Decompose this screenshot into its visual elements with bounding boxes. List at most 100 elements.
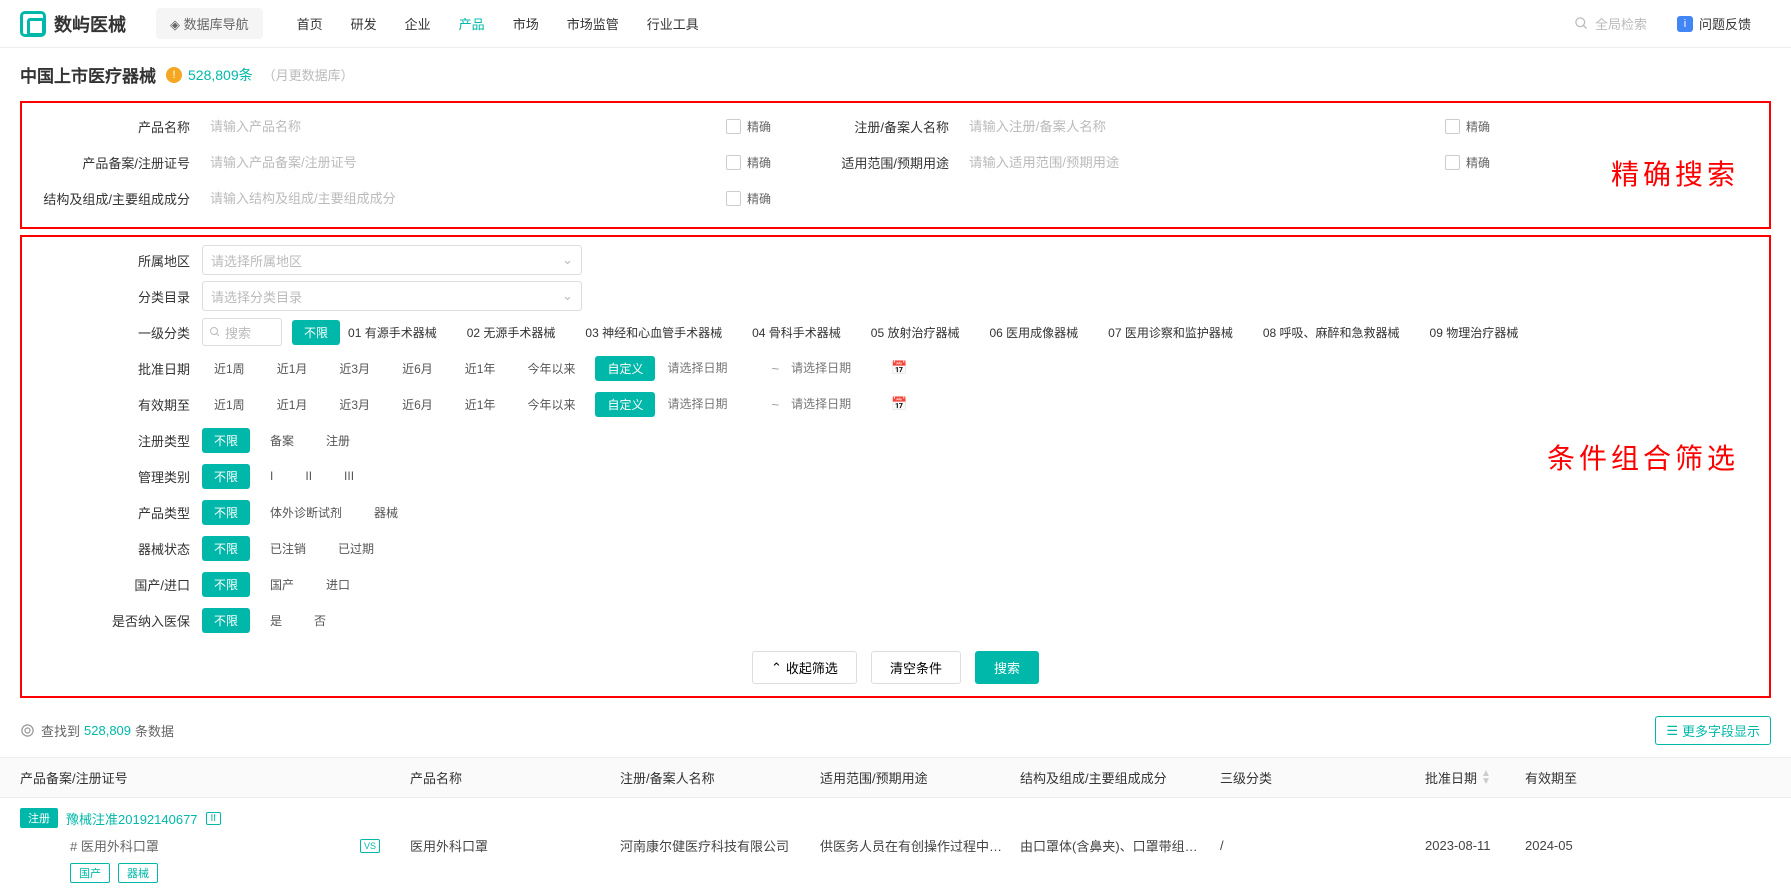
reg-no-link[interactable]: 豫械注准20192140677 (66, 809, 198, 828)
cat-09[interactable]: 09 物理治疗器械 (1430, 324, 1519, 341)
tag-unlimited[interactable]: 不限 (292, 320, 340, 345)
regtype-reg[interactable]: 注册 (314, 428, 362, 453)
logo[interactable]: 数屿医械 (20, 11, 126, 37)
nav-product[interactable]: 产品 (459, 14, 485, 33)
mgmt-2[interactable]: II (293, 465, 324, 487)
prodtype-unlimited[interactable]: 不限 (202, 500, 250, 525)
preset-1m[interactable]: 近1月 (265, 356, 320, 381)
preset2-6m[interactable]: 近6月 (390, 392, 445, 417)
level1-search[interactable]: 搜索 (202, 318, 282, 346)
select-catalog[interactable]: 请选择分类目录 ⌄ (202, 281, 582, 311)
db-nav-button[interactable]: ◈ 数据库导航 (156, 8, 263, 39)
regtype-filing[interactable]: 备案 (258, 428, 306, 453)
page-title: 中国上市医疗器械 (20, 62, 156, 87)
exact-search-section: 精确搜索 产品名称 精确 注册/备案人名称 精确 产品备案/注册证号 精确 适用… (20, 101, 1771, 229)
input-reg-no[interactable] (202, 148, 722, 176)
select-region[interactable]: 请选择所属地区 ⌄ (202, 245, 582, 275)
preset-1w[interactable]: 近1周 (202, 356, 257, 381)
date2-to[interactable] (787, 391, 887, 417)
label-product-name: 产品名称 (32, 117, 202, 136)
regtype-unlimited[interactable]: 不限 (202, 428, 250, 453)
checkbox-exact-2[interactable] (726, 155, 741, 170)
info-icon: i (1677, 16, 1693, 32)
status-cancelled[interactable]: 已注销 (258, 536, 318, 561)
input-structure[interactable] (202, 184, 722, 212)
date-to[interactable] (787, 355, 887, 381)
cat-06[interactable]: 06 医用成像器械 (989, 324, 1078, 341)
status-expired[interactable]: 已过期 (326, 536, 386, 561)
more-fields-button[interactable]: ☰ 更多字段显示 (1655, 716, 1771, 745)
origin-import[interactable]: 进口 (314, 572, 362, 597)
preset2-3m[interactable]: 近3月 (327, 392, 382, 417)
nav-supervision[interactable]: 市场监管 (567, 14, 619, 33)
preset-ytd[interactable]: 今年以来 (515, 356, 587, 381)
preset2-custom[interactable]: 自定义 (595, 392, 655, 417)
search-button[interactable]: 搜索 (975, 651, 1039, 684)
nav-rd[interactable]: 研发 (351, 14, 377, 33)
col-level3[interactable]: 三级分类 (1220, 768, 1425, 787)
calendar-icon[interactable]: 📅 (891, 396, 907, 412)
global-search[interactable]: 全局检索 (1574, 14, 1647, 33)
clear-button[interactable]: 清空条件 (871, 651, 961, 684)
preset2-1w[interactable]: 近1周 (202, 392, 257, 417)
preset-1y[interactable]: 近1年 (453, 356, 508, 381)
col-registrant[interactable]: 注册/备案人名称 (620, 768, 820, 787)
results-suffix: 条数据 (135, 721, 174, 740)
label-mgmt-class: 管理类别 (32, 467, 202, 486)
col-product-name[interactable]: 产品名称 (410, 768, 620, 787)
checkbox-exact-3[interactable] (726, 191, 741, 206)
calendar-icon[interactable]: 📅 (891, 360, 907, 376)
cat-04[interactable]: 04 骨科手术器械 (752, 324, 841, 341)
cell-approval-date: 2023-08-11 (1425, 838, 1525, 853)
nav-home[interactable]: 首页 (297, 14, 323, 33)
col-scope[interactable]: 适用范围/预期用途 (820, 768, 1020, 787)
cat-05[interactable]: 05 放射治疗器械 (871, 324, 960, 341)
ins-yes[interactable]: 是 (258, 608, 294, 633)
pause-icon[interactable]: II (206, 812, 222, 825)
cat-07[interactable]: 07 医用诊察和监护器械 (1108, 324, 1233, 341)
nav-tools[interactable]: 行业工具 (647, 14, 699, 33)
status-unlimited[interactable]: 不限 (202, 536, 250, 561)
nav-company[interactable]: 企业 (405, 14, 431, 33)
preset-custom[interactable]: 自定义 (595, 356, 655, 381)
preset2-1y[interactable]: 近1年 (453, 392, 508, 417)
cat-01[interactable]: 01 有源手术器械 (348, 324, 437, 341)
mgmt-unlimited[interactable]: 不限 (202, 464, 250, 489)
date2-from[interactable] (663, 391, 763, 417)
preset-3m[interactable]: 近3月 (327, 356, 382, 381)
mgmt-1[interactable]: I (258, 465, 285, 487)
input-registrant[interactable] (961, 112, 1441, 140)
cat-08[interactable]: 08 呼吸、麻醉和急救器械 (1263, 324, 1400, 341)
mgmt-3[interactable]: III (332, 465, 366, 487)
ins-unlimited[interactable]: 不限 (202, 608, 250, 633)
cat-02[interactable]: 02 无源手术器械 (467, 324, 556, 341)
nav-market[interactable]: 市场 (513, 14, 539, 33)
preset2-ytd[interactable]: 今年以来 (515, 392, 587, 417)
checkbox-exact-2b[interactable] (1445, 155, 1460, 170)
exact-label-1: 精确 (747, 118, 771, 135)
prodtype-device[interactable]: 器械 (362, 500, 410, 525)
preset-6m[interactable]: 近6月 (390, 356, 445, 381)
col-structure[interactable]: 结构及组成/主要组成成分 (1020, 768, 1220, 787)
collapse-filter-button[interactable]: ⌃收起筛选 (752, 651, 857, 684)
origin-domestic[interactable]: 国产 (258, 572, 306, 597)
preset2-1m[interactable]: 近1月 (265, 392, 320, 417)
feedback-link[interactable]: i 问题反馈 (1677, 14, 1751, 33)
input-scope[interactable] (961, 148, 1441, 176)
col-approval-date[interactable]: 批准日期▲▼ (1425, 768, 1525, 787)
cat-03[interactable]: 03 神经和心血管手术器械 (585, 324, 722, 341)
col-valid-until[interactable]: 有效期至 (1525, 768, 1605, 787)
ins-no[interactable]: 否 (302, 608, 338, 633)
col-reg-no[interactable]: 产品备案/注册证号 (20, 768, 410, 787)
prodtype-ivd[interactable]: 体外诊断试剂 (258, 500, 354, 525)
input-product-name[interactable] (202, 112, 722, 140)
hash-product-name[interactable]: # 医用外科口罩 (20, 836, 159, 855)
checkbox-exact-1[interactable] (726, 119, 741, 134)
label-scope: 适用范围/预期用途 (811, 153, 961, 172)
vs-icon[interactable]: VS (360, 839, 380, 853)
date-from[interactable] (663, 355, 763, 381)
label-prod-type: 产品类型 (32, 503, 202, 522)
checkbox-exact-1b[interactable] (1445, 119, 1460, 134)
origin-unlimited[interactable]: 不限 (202, 572, 250, 597)
label-device-status: 器械状态 (32, 539, 202, 558)
